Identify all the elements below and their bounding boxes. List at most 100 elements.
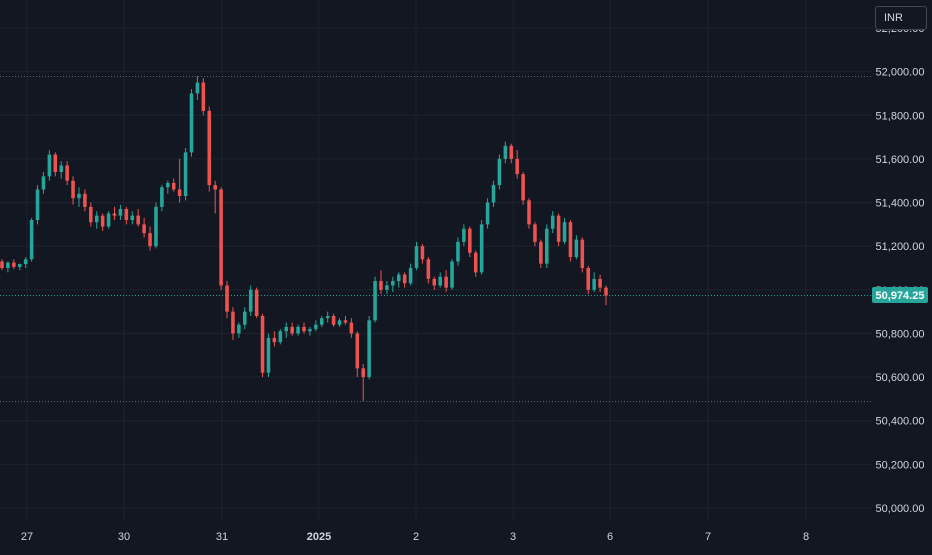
candle-body [237,324,241,334]
time-tick-label: 6 [607,531,613,543]
candle [491,180,496,207]
candle [6,261,10,273]
currency-selector-button[interactable]: INR [875,6,927,30]
candle [41,172,46,194]
candle-body [379,281,383,290]
time-tick-label: 2 [413,531,419,543]
candle [83,189,87,212]
candle-body [41,176,46,190]
candle [243,307,247,330]
candle [219,187,223,290]
candle-body [491,185,496,203]
candle [468,226,472,258]
candle [160,185,164,212]
candle-body [586,268,591,290]
candle-body [521,174,525,201]
candle-body [527,200,531,225]
candle-body [195,82,200,94]
candle [148,226,152,251]
candle [473,250,478,277]
candle-body [361,368,365,378]
candle-body [213,185,217,190]
candle [272,331,277,347]
candle [308,326,312,336]
last-price-label-bg [872,287,928,303]
candle [94,211,99,229]
candle-body [177,189,182,196]
candle [568,220,573,262]
candle [201,78,206,116]
candle [302,322,306,334]
candle-body [171,182,176,190]
candle-body [219,189,223,286]
candle [373,276,377,323]
candle [207,106,212,192]
candle [574,235,579,260]
candle [545,224,549,268]
candle [100,213,105,231]
candle [580,237,585,273]
time-axis[interactable]: 27 30 31 2025 2 3 6 7 8 [21,531,809,543]
price-tick-label: 51,600.00 [876,154,925,166]
candle-body [231,311,235,334]
candle [337,318,342,327]
price-tick-label: 50,000.00 [876,503,925,515]
candle-body [12,262,16,267]
candle-body [598,278,602,288]
candle [509,143,514,164]
candle [355,331,360,378]
time-tick-label: 31 [216,531,228,543]
candle-body [349,322,354,334]
candle [53,152,58,177]
candle-body [539,241,543,264]
price-tick-label: 50,200.00 [876,459,925,471]
candle [343,316,348,325]
candle-body [444,276,448,288]
time-tick-label: 8 [803,531,809,543]
candle [130,211,135,225]
candle-body [296,326,300,334]
time-tick-label: 27 [21,531,33,543]
candle-body [438,276,442,286]
candle-body [89,206,93,223]
candle-body [130,215,135,220]
candle [225,281,229,319]
candle [296,324,300,336]
candle-body [479,224,484,273]
candle [361,364,365,402]
candle [171,178,176,192]
candle [503,141,508,164]
candle-body [53,154,58,172]
candle [426,257,431,284]
candle [521,172,525,205]
candle-body [414,246,419,268]
candle [166,180,170,194]
candle-body [166,182,170,188]
candle-body [154,206,158,247]
candle [213,180,217,214]
candle-body [503,145,508,159]
candle-body [148,233,152,247]
candle [248,285,253,316]
candle-body [6,262,10,268]
candle-body [112,213,117,216]
candle [539,239,543,268]
candle-body [248,289,253,312]
candle [385,281,389,295]
candle-body [124,209,129,220]
candle-body [562,222,567,242]
candle [71,176,75,205]
candle [314,320,318,332]
candles [0,76,608,402]
candle [592,272,596,292]
candle [586,265,591,295]
candle [391,276,395,292]
candle [260,313,265,378]
price-tick-label: 50,600.00 [876,372,925,384]
candle [325,311,330,323]
candle [402,272,407,288]
candle-body [373,281,377,321]
